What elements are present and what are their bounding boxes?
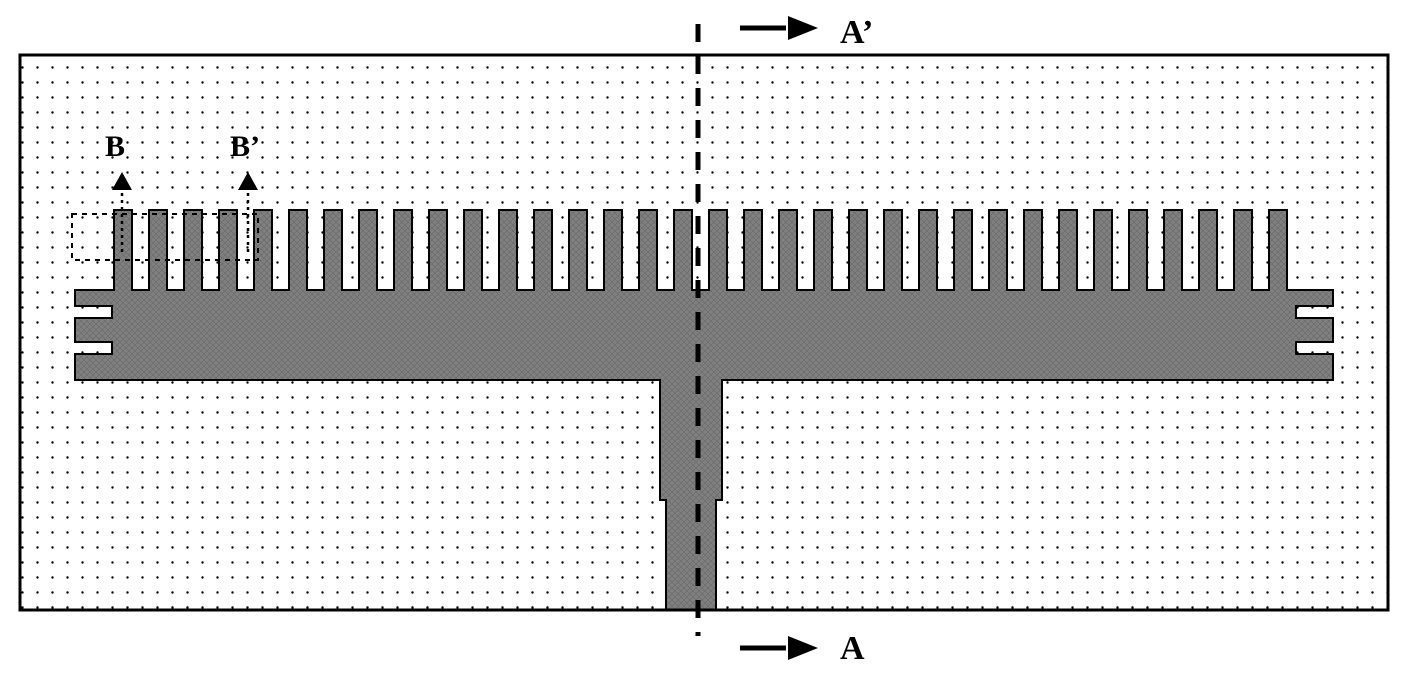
- section-arrow-a: [788, 636, 818, 660]
- section-label-a-prime: A’: [840, 14, 873, 52]
- section-arrow-a-prime: [788, 16, 818, 40]
- figure-root: A’ A B B’: [0, 0, 1405, 669]
- section-label-a: A: [840, 630, 865, 668]
- diagram-svg: [0, 0, 1405, 669]
- section-label-b: B: [105, 130, 125, 164]
- section-label-b-prime: B’: [230, 130, 260, 164]
